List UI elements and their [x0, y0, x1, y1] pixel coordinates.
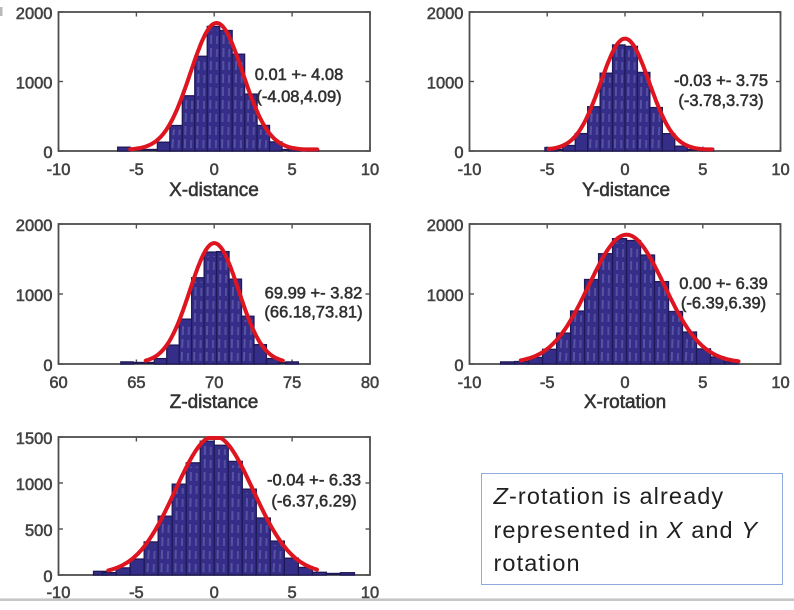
svg-text:80: 80	[361, 374, 379, 392]
svg-text:5: 5	[288, 161, 297, 179]
svg-text:5: 5	[698, 374, 707, 392]
svg-text:500: 500	[25, 522, 53, 540]
svg-text:(-4.08,4.09): (-4.08,4.09)	[256, 88, 341, 106]
svg-text:75: 75	[283, 374, 301, 392]
svg-text:1000: 1000	[16, 476, 53, 494]
svg-text:0: 0	[454, 144, 463, 162]
svg-text:1500: 1500	[16, 430, 53, 448]
svg-text:0.00 +- 6.39: 0.00 +- 6.39	[679, 275, 768, 293]
svg-text:1000: 1000	[16, 75, 53, 93]
svg-text:-10: -10	[458, 374, 482, 392]
svg-text:-5: -5	[540, 374, 555, 392]
svg-text:-10: -10	[458, 161, 482, 179]
svg-text:10: 10	[361, 584, 379, 602]
svg-text:0: 0	[620, 374, 629, 392]
svg-text:-5: -5	[129, 161, 144, 179]
svg-text:(66.18,73.81): (66.18,73.81)	[264, 303, 362, 321]
svg-text:70: 70	[205, 374, 223, 392]
svg-text:2000: 2000	[16, 217, 53, 235]
svg-text:X-distance: X-distance	[169, 180, 259, 201]
svg-text:-10: -10	[47, 161, 71, 179]
svg-text:Z-distance: Z-distance	[170, 392, 259, 413]
svg-text:5: 5	[288, 584, 297, 602]
svg-text:(-3.78,3.73): (-3.78,3.73)	[678, 92, 763, 110]
svg-text:10: 10	[771, 161, 789, 179]
svg-text:0: 0	[454, 357, 463, 375]
svg-text:-10: -10	[47, 584, 71, 602]
svg-text:0: 0	[620, 161, 629, 179]
svg-text:0: 0	[43, 357, 52, 375]
svg-text:5: 5	[698, 161, 707, 179]
svg-text:-5: -5	[129, 584, 144, 602]
svg-text:Y-distance: Y-distance	[582, 180, 670, 201]
svg-text:0: 0	[210, 584, 219, 602]
svg-text:1000: 1000	[427, 287, 464, 305]
svg-text:10: 10	[361, 161, 379, 179]
svg-text:0: 0	[43, 144, 52, 162]
svg-text:2000: 2000	[427, 217, 464, 235]
svg-text:(-6.39,6.39): (-6.39,6.39)	[681, 294, 766, 312]
svg-text:1000: 1000	[427, 75, 464, 93]
svg-text:-0.03 +- 3.75: -0.03 +- 3.75	[674, 72, 768, 90]
svg-text:60: 60	[49, 374, 67, 392]
svg-text:10: 10	[771, 374, 789, 392]
svg-text:65: 65	[127, 374, 145, 392]
svg-text:(-6.37,6.29): (-6.37,6.29)	[271, 492, 356, 510]
svg-text:69.99 +- 3.82: 69.99 +- 3.82	[265, 284, 363, 302]
svg-text:0: 0	[43, 568, 52, 586]
svg-text:X-rotation: X-rotation	[584, 392, 666, 413]
svg-text:2000: 2000	[427, 5, 464, 23]
svg-text:-5: -5	[540, 161, 555, 179]
svg-text:1000: 1000	[16, 287, 53, 305]
svg-text:2000: 2000	[16, 5, 53, 23]
svg-text:0.01 +- 4.08: 0.01 +- 4.08	[255, 66, 344, 84]
svg-text:-0.04 +- 6.33: -0.04 +- 6.33	[267, 471, 361, 489]
svg-text:0: 0	[210, 161, 219, 179]
